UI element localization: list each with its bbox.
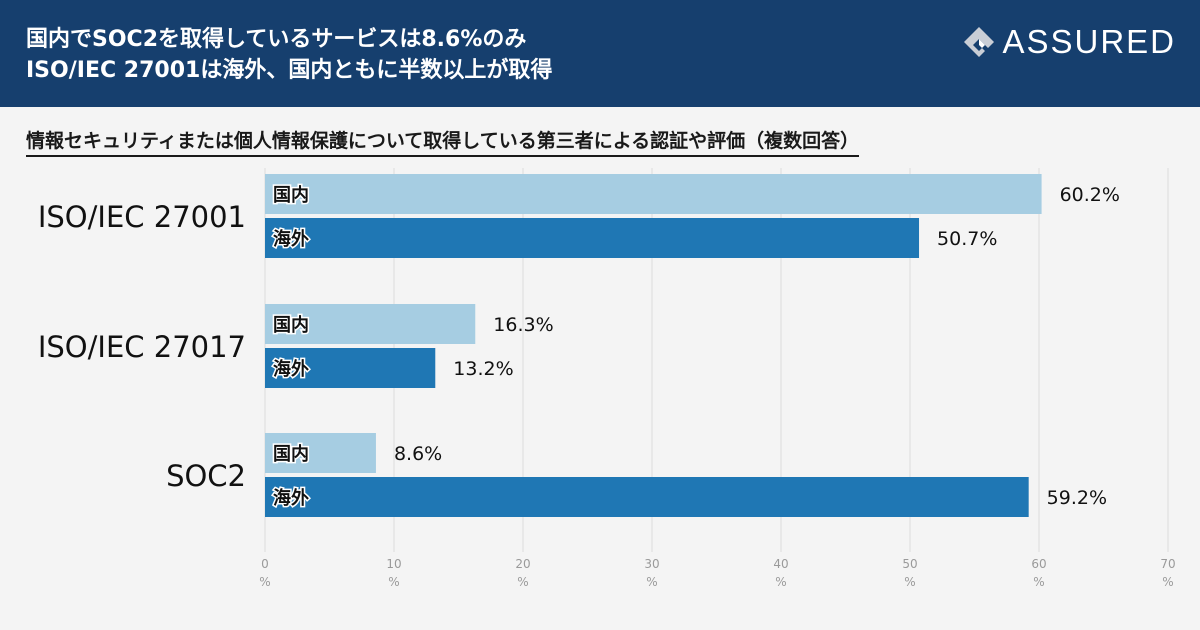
data-label-1-0: 16.3% [493, 314, 553, 336]
data-label-2-1: 59.2% [1047, 487, 1107, 509]
bar-0-0 [265, 174, 1042, 214]
x-tick-unit-50: % [904, 575, 915, 589]
logo-text: ASSURED [1002, 23, 1176, 60]
data-label-0-0: 60.2% [1060, 184, 1120, 206]
series-label-2-1: 海外 [273, 487, 309, 509]
data-label-0-1: 50.7% [937, 228, 997, 250]
x-tick-label-30: 30 [644, 557, 659, 571]
header-banner: 国内でSOC2を取得しているサービスは8.6%のみ ISO/IEC 27001は… [0, 0, 1200, 107]
x-tick-unit-30: % [646, 575, 657, 589]
category-label-0: ISO/IEC 27001 [38, 200, 246, 234]
x-tick-label-0: 0 [261, 557, 269, 571]
x-tick-unit-0: % [259, 575, 270, 589]
series-label-0-0: 国内 [273, 184, 309, 206]
x-tick-label-40: 40 [773, 557, 788, 571]
x-tick-label-70: 70 [1160, 557, 1175, 571]
assured-logo: ASSURED [962, 22, 1176, 62]
x-tick-unit-70: % [1162, 575, 1173, 589]
x-tick-label-60: 60 [1031, 557, 1046, 571]
bar-2-0 [265, 433, 376, 473]
series-label-0-1: 海外 [273, 228, 309, 250]
series-label-1-1: 海外 [273, 358, 309, 380]
chart-title: 情報セキュリティまたは個人情報保護について取得している第三者による認証や評価（複… [26, 126, 860, 157]
bar-0-1 [265, 218, 920, 258]
category-label-2: SOC2 [166, 459, 246, 493]
x-tick-unit-60: % [1033, 575, 1044, 589]
data-label-1-1: 13.2% [453, 358, 513, 380]
headline-line-1: 国内でSOC2を取得しているサービスは8.6%のみ [26, 27, 527, 52]
headline-line-2: ISO/IEC 27001は海外、国内ともに半数以上が取得 [26, 58, 553, 83]
x-tick-unit-20: % [517, 575, 528, 589]
headline: 国内でSOC2を取得しているサービスは8.6%のみ ISO/IEC 27001は… [26, 24, 552, 86]
x-tick-unit-10: % [388, 575, 399, 589]
bar-1-1 [265, 348, 436, 388]
series-label-2-0: 国内 [273, 443, 309, 465]
x-tick-label-20: 20 [515, 557, 530, 571]
bar-1-0 [265, 304, 476, 344]
assured-logo-icon [964, 27, 995, 57]
x-tick-label-50: 50 [902, 557, 917, 571]
bar-2-1 [265, 477, 1029, 517]
series-label-1-0: 国内 [273, 314, 309, 336]
data-label-2-0: 8.6% [394, 443, 442, 465]
x-tick-label-10: 10 [386, 557, 401, 571]
category-label-1: ISO/IEC 27017 [38, 330, 246, 364]
x-tick-unit-40: % [775, 575, 786, 589]
